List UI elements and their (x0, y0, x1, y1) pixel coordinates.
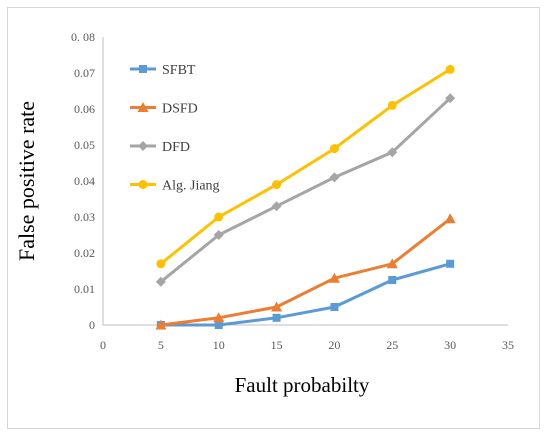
series-line-sfbt (160, 262, 451, 327)
x-tick-label: 30 (444, 338, 456, 352)
legend-item-alg-jiang: Alg. Jiang (130, 179, 220, 194)
series-dfd (155, 93, 456, 287)
series-line-dfd (159, 97, 452, 283)
legend-label: SFBT (162, 63, 196, 78)
data-point-dfd (445, 93, 456, 104)
data-point-dsfd (155, 319, 167, 330)
legend-swatch-marker (137, 102, 149, 112)
y-tick-labels: 0 0.01 0.02 0.03 0.04 0.05 0.06 0.07 0. 08 (71, 30, 95, 332)
y-tick-label: 0.07 (74, 66, 95, 80)
data-point-dsfd (328, 272, 340, 283)
legend-label: DFD (162, 140, 190, 155)
data-point-dsfd (386, 258, 398, 269)
data-point-sfbt (214, 321, 223, 329)
x-tick-label: 15 (271, 338, 283, 352)
x-tick-labels: 0 5 10 15 20 25 30 35 (100, 338, 514, 352)
legend: SFBT DSFD DFD Alg. Jiang (130, 63, 220, 194)
legend-item-dsfd: DSFD (130, 102, 198, 117)
data-point-alg-jiang (156, 259, 166, 269)
series-line-alg-jiang (159, 68, 451, 265)
legend-label: DSFD (162, 102, 198, 117)
data-point-alg-jiang (445, 64, 455, 74)
data-point-dsfd (213, 312, 225, 323)
data-point-sfbt (272, 313, 281, 322)
series-alg-jiang (156, 64, 455, 269)
data-point-dfd (213, 230, 224, 240)
legend-item-dfd: DFD (130, 140, 190, 155)
data-point-dfd (271, 201, 282, 212)
legend-label: Alg. Jiang (162, 179, 220, 194)
y-tick-label: 0.01 (74, 282, 95, 296)
series-dsfd (155, 213, 456, 330)
data-point-sfbt (446, 259, 455, 268)
x-tick-label: 5 (158, 338, 164, 352)
y-tick-label: 0 (89, 318, 95, 332)
data-point-alg-jiang (329, 144, 339, 154)
data-point-dsfd (271, 301, 283, 312)
data-point-dfd (387, 147, 398, 158)
x-tick-label: 0 (100, 338, 106, 352)
y-tick-label: 0.02 (74, 246, 95, 260)
data-point-dfd (329, 172, 340, 183)
data-point-sfbt (330, 303, 339, 311)
y-tick-label: 0.04 (74, 174, 95, 188)
data-point-dsfd (444, 213, 456, 224)
y-tick-label: 0.03 (74, 210, 95, 224)
data-point-alg-jiang (387, 100, 397, 110)
x-axis-title: Fault probabilty (235, 373, 370, 397)
legend-swatch-marker (138, 180, 148, 189)
legend-item-sfbt: SFBT (130, 63, 196, 78)
data-point-dfd (155, 276, 166, 287)
legend-swatch-marker (138, 141, 148, 151)
legend-swatch-marker (139, 65, 147, 73)
series-line-dsfd (160, 217, 452, 327)
data-point-alg-jiang (214, 212, 224, 222)
x-tick-label: 20 (328, 338, 340, 352)
y-tick-label: 0.05 (74, 138, 95, 152)
y-axis-title: False positive rate (14, 101, 39, 261)
x-tick-label: 25 (386, 338, 398, 352)
y-tick-label: 0.06 (74, 102, 95, 116)
series-layer (155, 64, 456, 330)
y-tick-label: 0. 08 (71, 30, 95, 44)
x-tick-label: 35 (502, 338, 514, 352)
data-point-sfbt (388, 276, 397, 284)
x-tick-label: 10 (213, 338, 225, 352)
data-point-alg-jiang (272, 180, 282, 190)
